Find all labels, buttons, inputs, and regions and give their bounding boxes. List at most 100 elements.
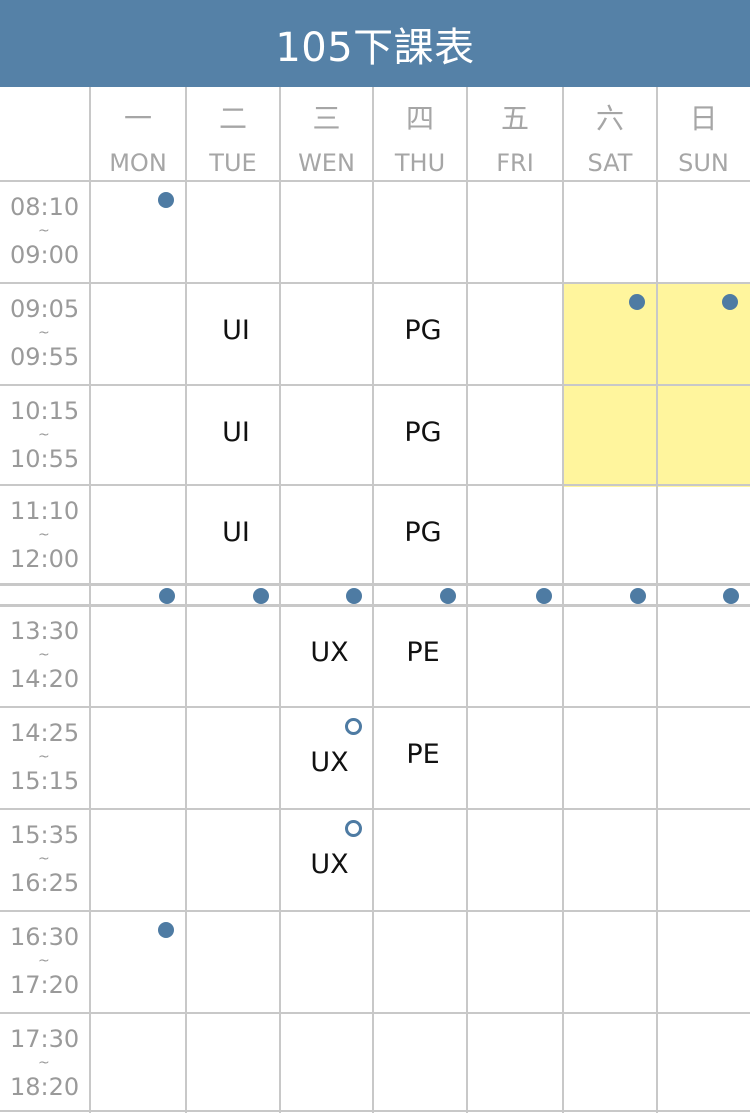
period-time-label: 15:35 ~16:25 — [10, 809, 90, 911]
course-label[interactable]: UX — [310, 849, 349, 881]
day-header-chinese: 日 — [689, 102, 718, 135]
period-end-time: 15:15 — [10, 767, 80, 795]
period-end-time: 17:20 — [10, 971, 80, 999]
period-time-label: 13:30 ~14:20 — [10, 605, 90, 707]
grid-column-line — [656, 87, 658, 1113]
day-header-chinese: 六 — [595, 102, 624, 135]
grid-row-line — [0, 910, 750, 912]
day-header-english: THU — [394, 149, 446, 177]
course-label[interactable]: PG — [404, 417, 442, 448]
day-header-english: WEN — [298, 149, 355, 177]
period-separator: ~ — [38, 325, 50, 341]
course-label[interactable]: UX — [310, 747, 349, 779]
day-header-english: FRI — [496, 149, 534, 177]
filled-marker-icon[interactable] — [722, 294, 738, 310]
day-header-tue: 二 TUE — [186, 87, 280, 181]
day-header-sat: 六 SAT — [563, 87, 657, 181]
period-separator: ~ — [38, 527, 50, 543]
course-label[interactable]: PE — [406, 739, 440, 770]
grid-column-line — [279, 87, 281, 1113]
grid-column-line — [562, 87, 564, 1113]
grid-row-line — [0, 484, 750, 486]
course-label[interactable]: PE — [406, 637, 440, 668]
period-separator: ~ — [38, 953, 50, 969]
period-end-time: 18:20 — [10, 1073, 80, 1101]
grid-row-line — [0, 808, 750, 810]
period-time-label: 17:30 ~18:20 — [10, 1013, 90, 1115]
course-label[interactable]: UX — [310, 637, 349, 668]
day-header-english: TUE — [209, 149, 257, 177]
period-separator: ~ — [38, 223, 50, 239]
period-time-label: 14:25 ~15:15 — [10, 707, 90, 809]
grid-column-line — [466, 87, 468, 1113]
period-start-time: 13:30 — [10, 617, 80, 645]
grid-row-line — [0, 180, 750, 182]
day-header-chinese: 五 — [500, 102, 529, 135]
grid-row-line — [0, 706, 750, 708]
course-label[interactable]: UI — [222, 315, 250, 346]
lunch-marker-icon[interactable] — [630, 587, 646, 604]
period-separator: ~ — [38, 749, 50, 765]
lunch-marker-icon[interactable] — [440, 587, 456, 604]
highlighted-cell[interactable] — [657, 385, 750, 487]
lunch-marker-icon[interactable] — [159, 587, 175, 604]
period-start-time: 08:10 — [10, 193, 80, 221]
grid-row-line — [0, 1110, 750, 1112]
period-time-label: 09:05 ~09:55 — [10, 283, 90, 385]
period-start-time: 15:35 — [10, 821, 80, 849]
period-end-time: 10:55 — [10, 445, 80, 473]
period-end-time: 09:00 — [10, 241, 80, 269]
day-header-fri: 五 FRI — [467, 87, 563, 181]
period-end-time: 12:00 — [10, 545, 80, 573]
period-separator: ~ — [38, 851, 50, 867]
filled-marker-icon[interactable] — [158, 192, 174, 208]
grid-column-line — [89, 87, 91, 1113]
lunch-marker-icon[interactable] — [723, 587, 739, 604]
filled-marker-icon[interactable] — [158, 922, 174, 938]
grid-column-line — [185, 87, 187, 1113]
period-end-time: 14:20 — [10, 665, 80, 693]
period-time-label: 16:30 ~17:20 — [10, 911, 90, 1013]
period-separator: ~ — [38, 647, 50, 663]
course-label[interactable]: PG — [404, 517, 442, 548]
lunch-marker-icon[interactable] — [253, 587, 269, 604]
app-header: 105下課表 — [0, 0, 750, 87]
filled-marker-icon[interactable] — [629, 294, 645, 310]
period-end-time: 16:25 — [10, 869, 80, 897]
lunch-marker-icon[interactable] — [346, 587, 362, 604]
day-header-english: MON — [109, 149, 167, 177]
period-end-time: 09:55 — [10, 343, 80, 371]
highlighted-cell[interactable] — [563, 385, 657, 487]
day-header-thu: 四 THU — [373, 87, 467, 181]
period-start-time: 11:10 — [10, 497, 80, 525]
period-start-time: 09:05 — [10, 295, 80, 323]
lunch-marker-icon[interactable] — [536, 587, 552, 604]
period-start-time: 16:30 — [10, 923, 80, 951]
day-header-chinese: 二 — [218, 102, 247, 135]
timetable-grid: 一 MON 二 TUE 三 WEN 四 THU 五 FRI 六 SAT 日 SUN 08:10 ~09:00 0… — [0, 87, 750, 1113]
period-time-label: 08:10 ~09:00 — [10, 181, 90, 283]
period-separator: ~ — [38, 1055, 50, 1071]
day-header-mon: 一 MON — [90, 87, 186, 181]
page-title: 105下課表 — [275, 24, 475, 71]
grid-column-line — [372, 87, 374, 1113]
day-header-wen: 三 WEN — [280, 87, 373, 181]
grid-row-line — [0, 384, 750, 386]
grid-row-line — [0, 282, 750, 284]
day-header-english: SUN — [678, 149, 729, 177]
grid-row-line — [0, 604, 750, 607]
grid-row-line — [0, 1012, 750, 1014]
day-header-sun: 日 SUN — [657, 87, 750, 181]
period-start-time: 17:30 — [10, 1025, 80, 1053]
period-start-time: 10:15 — [10, 397, 80, 425]
day-header-chinese: 一 — [123, 102, 152, 135]
period-start-time: 14:25 — [10, 719, 80, 747]
outline-marker-icon[interactable] — [345, 820, 362, 837]
course-label[interactable]: PG — [404, 315, 442, 346]
course-label[interactable]: UI — [222, 417, 250, 448]
day-header-english: SAT — [587, 149, 633, 177]
outline-marker-icon[interactable] — [345, 718, 362, 735]
period-separator: ~ — [38, 427, 50, 443]
day-header-chinese: 三 — [312, 102, 341, 135]
course-label[interactable]: UI — [222, 517, 250, 548]
